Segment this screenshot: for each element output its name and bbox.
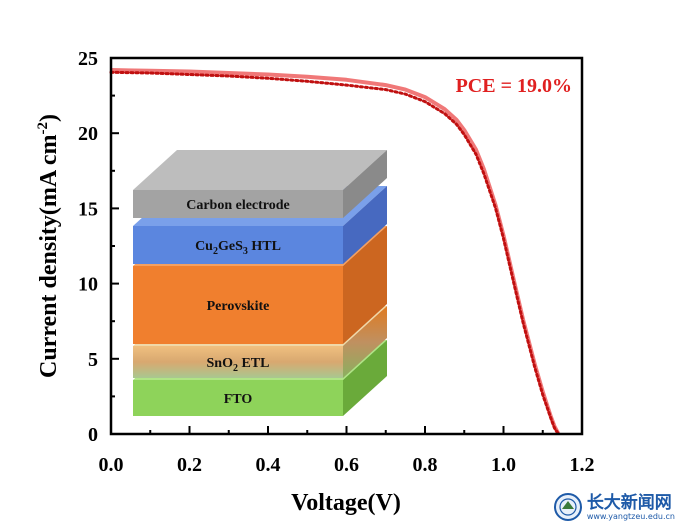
layer-front-face [133,226,343,264]
layer-label: Perovskite [207,299,270,314]
layer-top-face [133,150,387,190]
x-tick-label: 1.2 [570,454,595,476]
pce-annotation: PCE = 19.0% [456,75,572,97]
x-tick-label: 0.0 [99,454,124,476]
layer-label: FTO [224,392,253,407]
y-tick-label: 25 [78,48,98,70]
y-axis-title-end: ) [36,114,62,122]
x-axis-title: Voltage(V) [291,490,401,516]
layer-label-subscript: 3 [243,246,248,257]
layer-front-face [133,380,343,416]
x-tick-label: 0.8 [413,454,438,476]
layer-side-face [343,186,387,264]
y-tick-label: 15 [78,198,98,220]
university-seal-icon [553,493,582,521]
y-tick-label: 10 [78,274,98,296]
layer-label-subscript: 2 [233,363,238,374]
layer-front-face [133,266,343,344]
series-group [109,68,561,436]
ticks-group: 0.0 0.2 0.4 0.6 0.8 1.0 1.2 0 5 10 15 20 25 [78,48,595,476]
layer-label-part: ETL [238,356,270,371]
watermark: 长大新闻网 www.yangtzeu.edu.cn [553,492,675,522]
layer-label-part: SnO [207,356,234,371]
layer-label-part: Cu [195,239,213,254]
x-tick-label: 0.2 [177,454,202,476]
layer-side-face [343,226,387,344]
layer-side-face [343,306,387,378]
y-tick-label: 0 [88,424,98,446]
x-tick-label: 0.6 [334,454,359,476]
layer-label-part: GeS [218,239,243,254]
y-tick-label: 5 [88,349,98,371]
layer-side-face [343,340,387,416]
layer-front-face [133,190,343,218]
layer-front-face [133,346,343,378]
y-axis-title: Current density(mA cm-2) [35,114,62,378]
series-line-dotted [109,70,560,436]
layer-label: Carbon electrode [186,198,290,213]
y-axis-title-main: Current density(mA cm [36,134,62,378]
layer-label: Cu2GeS3 HTL [195,239,281,257]
layer-label-subscript: 2 [213,246,218,257]
x-tick-label: 0.4 [256,454,281,476]
layer-label-part: HTL [248,239,281,254]
layer-side-face [343,150,387,218]
x-tick-label: 1.0 [491,454,516,476]
watermark-url: www.yangtzeu.edu.cn [586,511,675,521]
y-axis-title-sup: -2 [35,122,51,135]
y-tick-label: 20 [78,123,98,145]
layer-label: SnO2 ETL [207,356,270,374]
watermark-name: 长大新闻网 [586,492,672,513]
